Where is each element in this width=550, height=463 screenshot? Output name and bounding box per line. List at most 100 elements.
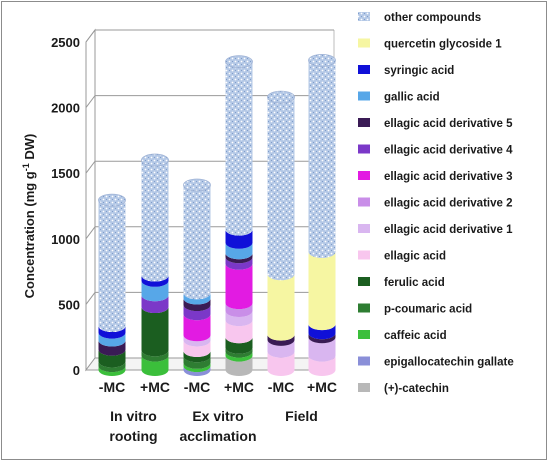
bar-segment-caffeic-acid: [141, 355, 169, 376]
x-tick-label: -MC: [184, 379, 210, 395]
bar-segment-epigallocatechin-gallate: [183, 366, 211, 376]
legend-label-catechin: (+)-catechin: [384, 383, 449, 395]
y-tick-label: 2500: [51, 35, 80, 50]
gridline: [85, 160, 334, 174]
bar-segment-other-compounds: [308, 60, 336, 258]
bar-segment-ellagic-acid-derivative-4: [141, 295, 169, 314]
legend-swatch-ellagic-acid: [358, 250, 370, 260]
bar-segment-syringic-acid: [98, 326, 126, 339]
bar-segment-catechin: [225, 355, 253, 376]
group-label: Field: [285, 408, 318, 424]
bar-segment-quercetin-glycoside-1: [308, 251, 336, 331]
legend-label-ellagic-acid-derivative-2: ellagic acid derivative 2: [384, 198, 513, 210]
legend-swatch-ellagic-acid-derivative-5: [358, 118, 370, 127]
y-tick-label: 500: [58, 297, 80, 312]
bar-stack-4: [225, 55, 253, 376]
bar-segment-p-coumaric-acid: [141, 350, 169, 362]
bar-segment-ellagic-acid-derivative-5: [98, 340, 126, 356]
legend-swatch-ferulic-acid: [358, 277, 370, 286]
bar-segment-ellagic-acid: [308, 355, 336, 376]
legend-label-epigallocatechin-gallate: epigallocatechin gallate: [384, 357, 514, 369]
gridline: [85, 95, 334, 108]
bar-top-cap: [308, 53, 336, 67]
bar-segment-p-coumaric-acid: [98, 361, 126, 373]
bar-segment-p-coumaric-acid: [183, 356, 211, 369]
gridlines: [85, 29, 334, 305]
bars: [98, 53, 336, 376]
x-tick-label: +MC: [307, 379, 337, 395]
legend-label-quercetin-glycoside-1: quercetin glycoside 1: [384, 39, 502, 51]
bar-segment-ellagic-acid: [267, 351, 295, 376]
x-tick-labels: -MC +MC -MC +MC -MC +MC: [99, 379, 337, 395]
bar-segment-ellagic-acid-derivative-2: [225, 303, 253, 317]
legend-label-ferulic-acid: ferulic acid: [384, 277, 445, 289]
bar-segment-ellagic-acid-derivative-5: [225, 253, 253, 264]
bar-segment-ellagic-acid-derivative-1: [308, 337, 336, 362]
bar-segment-ferulic-acid: [183, 350, 211, 363]
legend-swatch-ellagic-acid-derivative-2: [358, 197, 370, 207]
x-tick-label: -MC: [99, 379, 125, 395]
legend-label-ellagic-acid: ellagic acid: [384, 251, 446, 263]
bar-segment-other-compounds: [225, 61, 253, 236]
bar-segment-ferulic-acid: [98, 349, 126, 368]
bar-segment-caffeic-acid: [98, 366, 126, 376]
bar-segment-syringic-acid: [141, 275, 169, 287]
y-tick-label: 0: [73, 363, 80, 378]
bar-segment-gallic-acid: [141, 280, 169, 302]
legend-swatch-ellagic-acid-derivative-4: [358, 144, 370, 154]
legend-label-ellagic-acid-derivative-5: ellagic acid derivative 5: [384, 118, 513, 130]
bar-stack-1: [98, 193, 126, 376]
bar-segment-gallic-acid: [225, 242, 253, 260]
legend-swatch-p-coumaric-acid: [358, 303, 370, 313]
legend-label-ellagic-acid-derivative-1: ellagic acid derivative 1: [384, 224, 513, 236]
legend-label-ellagic-acid-derivative-4: ellagic acid derivative 4: [384, 145, 513, 157]
bar-segment-ferulic-acid: [141, 307, 169, 357]
y-tick-label: 2000: [51, 101, 80, 116]
legend: other compounds quercetin glycoside 1 syri…: [358, 12, 514, 395]
y-tick-label: 1000: [51, 232, 80, 247]
bar-segment-ellagic-acid-derivative-5: [308, 333, 336, 344]
bar-segment-ellagic-acid: [225, 320, 253, 344]
bar-segment-caffeic-acid: [225, 351, 253, 362]
bar-segment-syringic-acid: [225, 229, 253, 249]
gridline: [85, 226, 334, 240]
legend-label-ellagic-acid-derivative-3: ellagic acid derivative 3: [384, 171, 513, 183]
bar-segment-ellagic-acid: [183, 340, 211, 357]
bar-segment-ellagic-acid-derivative-5: [267, 334, 295, 346]
bar-segment-ellagic-acid-derivative-3: [183, 314, 211, 342]
bar-top-cap: [267, 90, 295, 104]
bar-stack-6: [308, 53, 336, 376]
x-tick-label: +MC: [140, 379, 170, 395]
bar-top-cap: [98, 193, 126, 207]
y-tick-label: 1500: [51, 166, 80, 181]
gridline: [85, 291, 334, 305]
legend-swatch-gallic-acid: [358, 91, 370, 101]
bar-segment-ferulic-acid: [225, 337, 253, 354]
legend-swatch-epigallocatechin-gallate: [358, 356, 370, 366]
bar-segment-caffeic-acid: [183, 362, 211, 373]
legend-label-caffeic-acid: caffeic acid: [384, 330, 447, 342]
group-labels: In vitro rooting Ex vitro acclimation Field: [109, 408, 317, 444]
bar-segment-other-compounds: [141, 160, 169, 282]
bar-segment-quercetin-glycoside-1: [267, 274, 295, 341]
legend-label-syringic-acid: syringic acid: [384, 65, 454, 77]
legend-swatch-catechin: [358, 383, 370, 392]
bar-top-cap: [141, 153, 169, 167]
bar-stack-3: [183, 178, 211, 376]
group-label: rooting: [109, 428, 157, 444]
bar-segment-ellagic-acid-derivative-4: [183, 305, 211, 321]
legend-swatch-quercetin-glycoside-1: [358, 38, 370, 48]
bar-segment-other-compounds: [267, 97, 295, 281]
bar-stack-2: [141, 153, 169, 376]
bar-segment-p-coumaric-acid: [225, 347, 253, 358]
bar-top-cap: [225, 55, 253, 69]
bar-segment-ellagic-acid-derivative-5: [183, 298, 211, 312]
bar-top-cap: [183, 178, 211, 192]
group-label: Ex vitro: [192, 408, 243, 424]
bar-segment-other-compounds: [98, 200, 126, 333]
legend-swatch-other-compounds: [358, 12, 370, 21]
bar-segment-ellagic-acid-derivative-4: [225, 257, 253, 270]
bar-segment-gallic-acid: [183, 293, 211, 305]
